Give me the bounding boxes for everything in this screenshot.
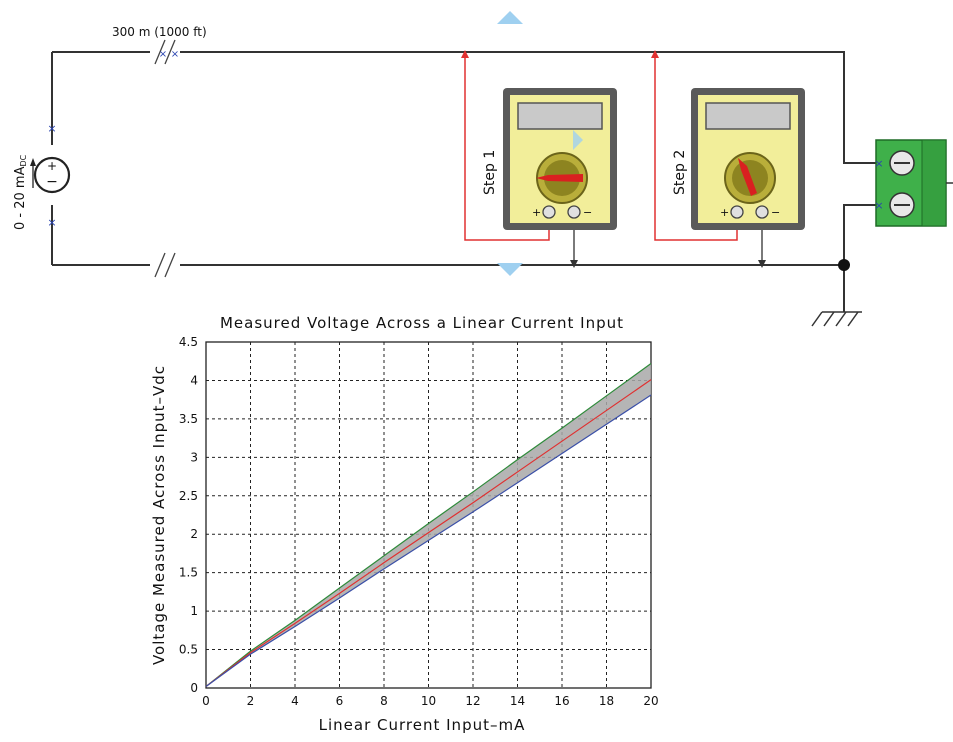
scroll-right-arrow-icon[interactable]	[573, 130, 583, 150]
y-tick-label: 1.5	[179, 566, 198, 580]
x-tick-label: 14	[510, 694, 525, 708]
source-label-group: 0 - 20 mADC	[13, 154, 28, 230]
svg-text:−: −	[771, 206, 780, 219]
y-tick-label: 3	[190, 450, 198, 464]
ground-symbol	[811, 311, 862, 327]
x-axis-label: Linear Current Input–mA	[319, 716, 526, 734]
step1-wire-arrow-icon	[461, 50, 469, 58]
cable-break-top: × ×	[150, 39, 180, 65]
series-line-0	[205, 363, 652, 687]
svg-text:−: −	[46, 174, 58, 190]
svg-text:×: ×	[47, 122, 56, 135]
source-label: 0 - 20 mA	[13, 166, 28, 230]
cable-break-bottom	[150, 252, 180, 278]
terminal-block: × ×	[874, 139, 953, 227]
y-tick-label: 4	[190, 373, 198, 387]
y-tick-label: 4.5	[179, 335, 198, 349]
x-tick-label: 2	[247, 694, 255, 708]
y-tick-labels: 0 0.5 1 1.5 2 2.5 3 3.5 4 4.5	[179, 335, 198, 695]
y-tick-label: 0	[190, 681, 198, 695]
x-tick-label: 4	[291, 694, 299, 708]
svg-text:+: +	[532, 206, 541, 219]
y-tick-label: 0.5	[179, 643, 198, 657]
y-tick-label: 2.5	[179, 489, 198, 503]
top-wire	[52, 51, 880, 164]
series-lines	[205, 363, 652, 687]
chart: Measured Voltage Across a Linear Current…	[150, 314, 659, 734]
series-line-2	[205, 394, 652, 687]
x-tick-label: 0	[202, 694, 210, 708]
junction-node	[838, 259, 850, 271]
multimeter-step1: + −	[503, 88, 617, 230]
x-tick-label: 16	[554, 694, 569, 708]
x-tick-label: 8	[380, 694, 388, 708]
svg-text:×: ×	[47, 216, 56, 229]
svg-text:×: ×	[171, 49, 179, 60]
svg-text:+: +	[47, 159, 57, 173]
scroll-up-arrow-icon[interactable]	[497, 11, 523, 24]
y-tick-label: 3.5	[179, 412, 198, 426]
step1-lead-arrow-icon	[570, 260, 578, 268]
x-tick-label: 10	[421, 694, 436, 708]
step2-wire-arrow-icon	[651, 50, 659, 58]
series-line-1	[205, 379, 652, 687]
x-tick-label: 6	[336, 694, 344, 708]
svg-text:+: +	[720, 206, 729, 219]
x-tick-labels: 0 2 4 6 8 10 12 14 16 18 20	[202, 694, 658, 708]
y-axis-label: Voltage Measured Across Input–Vdc	[150, 365, 168, 665]
cable-length-label: 300 m (1000 ft)	[112, 25, 207, 39]
x-tick-label: 12	[465, 694, 480, 708]
svg-text:×: ×	[874, 199, 883, 212]
current-source: × × + −	[30, 122, 71, 229]
y-tick-label: 2	[190, 527, 198, 541]
chart-title: Measured Voltage Across a Linear Current…	[220, 314, 624, 332]
scroll-down-arrow-icon[interactable]	[497, 263, 523, 276]
y-tick-label: 1	[190, 604, 198, 618]
multimeter-step2: + −	[691, 88, 805, 230]
x-tick-label: 18	[599, 694, 614, 708]
source-unit-suffix: DC	[19, 154, 28, 166]
svg-text:−: −	[583, 206, 592, 219]
circuit-diagram: × × 300 m (1000 ft) × × + − 0 - 20 mADC	[13, 11, 953, 327]
step1-label: Step 1	[482, 150, 498, 195]
step2-lead-arrow-icon	[758, 260, 766, 268]
svg-text:0 - 20 mADC: 0 - 20 mADC	[13, 154, 28, 230]
x-tick-label: 20	[643, 694, 658, 708]
svg-text:×: ×	[159, 49, 167, 60]
svg-text:×: ×	[874, 157, 883, 170]
return-wire	[843, 204, 880, 265]
step2-label: Step 2	[672, 150, 688, 195]
